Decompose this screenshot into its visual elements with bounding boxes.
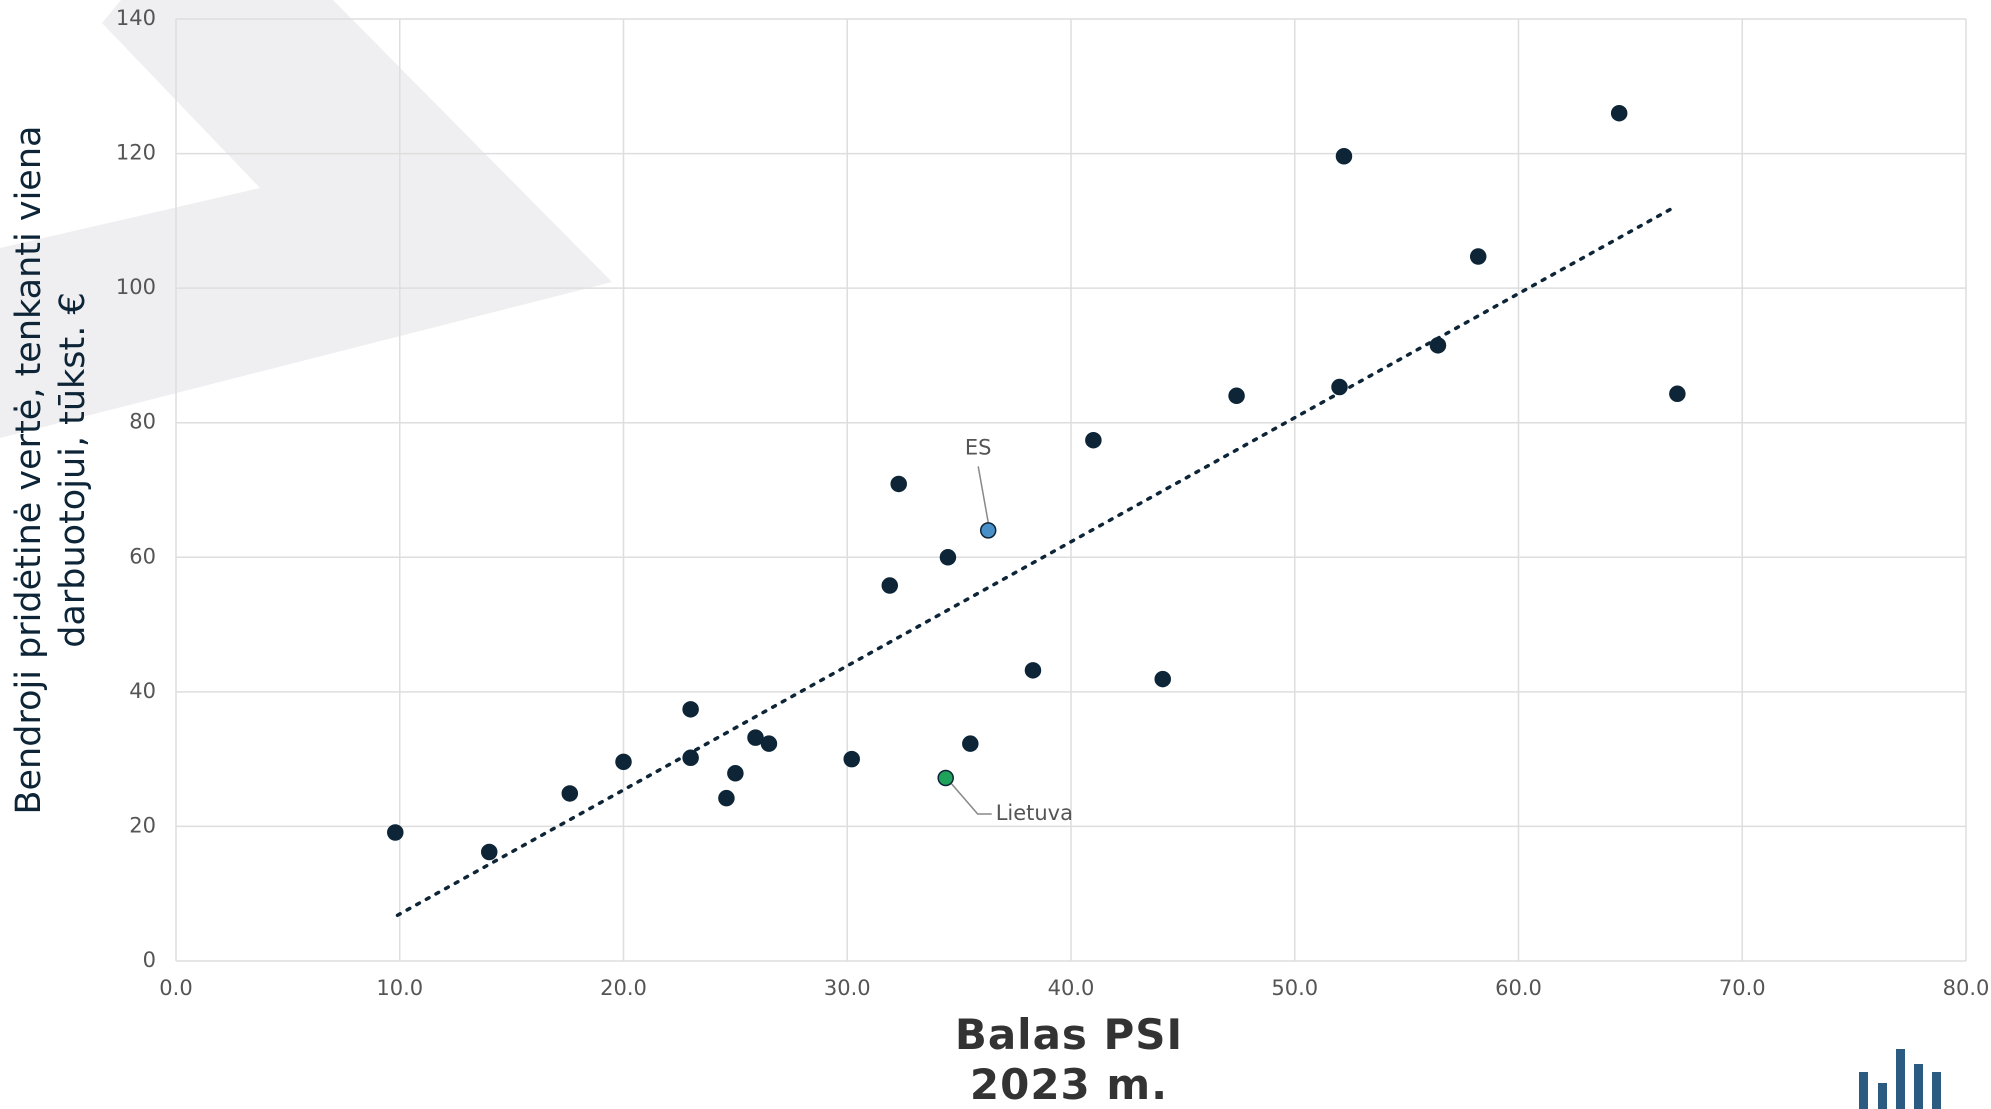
chart: 0 20 40 60 80 100 120 140 0.0 10.0 20.0 30.0 40.0 50.…: [0, 0, 1991, 1109]
point: [482, 844, 497, 859]
x-tick-label: 60.0: [1495, 976, 1542, 1000]
y-tick-label: 0: [143, 948, 156, 972]
point: [1430, 338, 1445, 353]
point-label: ES: [965, 435, 992, 459]
point: [882, 578, 897, 593]
point: [1155, 672, 1170, 687]
x-tick-label: 10.0: [376, 976, 423, 1000]
point: [981, 523, 996, 538]
point: [683, 702, 698, 717]
point: [1336, 149, 1351, 164]
x-tick-label: 50.0: [1271, 976, 1318, 1000]
x-tick-label: 0.0: [159, 976, 192, 1000]
page: 0 20 40 60 80 100 120 140 0.0 10.0 20.0 30.0 40.0 50.…: [0, 0, 1991, 1109]
y-tick-label: 40: [129, 679, 156, 703]
point: [963, 736, 978, 751]
y-tick-label: 20: [129, 813, 156, 837]
y-axis-title: Bendroji pridėtinė vertė, tenkanti viena…: [7, 100, 95, 840]
point: [1025, 663, 1040, 678]
point-label: Lietuva: [996, 801, 1073, 825]
point: [844, 752, 859, 767]
point: [1670, 386, 1685, 401]
point: [761, 736, 776, 751]
x-tick-label: 30.0: [824, 976, 871, 1000]
point: [1471, 249, 1486, 264]
x-tick-label: 20.0: [600, 976, 647, 1000]
point: [940, 550, 955, 565]
point: [728, 766, 743, 781]
logo: [1859, 1049, 1941, 1109]
point: [1086, 433, 1101, 448]
point: [562, 786, 577, 801]
point: [1229, 388, 1244, 403]
point: [683, 750, 698, 765]
point: [388, 825, 403, 840]
point: [891, 476, 906, 491]
y-tick-label: 140: [116, 6, 156, 30]
leader-line: [952, 784, 992, 814]
point: [616, 754, 631, 769]
x-axis-title: Balas PSI 2023 m.: [894, 1010, 1244, 1109]
point: [1332, 380, 1347, 395]
point: [938, 770, 953, 785]
x-tick-label: 80.0: [1943, 976, 1990, 1000]
x-tick-label: 70.0: [1719, 976, 1766, 1000]
point: [719, 791, 734, 806]
y-tick-label: 60: [129, 544, 156, 568]
y-tick-label: 120: [116, 141, 156, 165]
y-tick-label: 80: [129, 410, 156, 434]
y-tick-label: 100: [116, 275, 156, 299]
x-tick-label: 40.0: [1048, 976, 1095, 1000]
point: [1612, 106, 1627, 121]
leader-line: [978, 466, 988, 522]
